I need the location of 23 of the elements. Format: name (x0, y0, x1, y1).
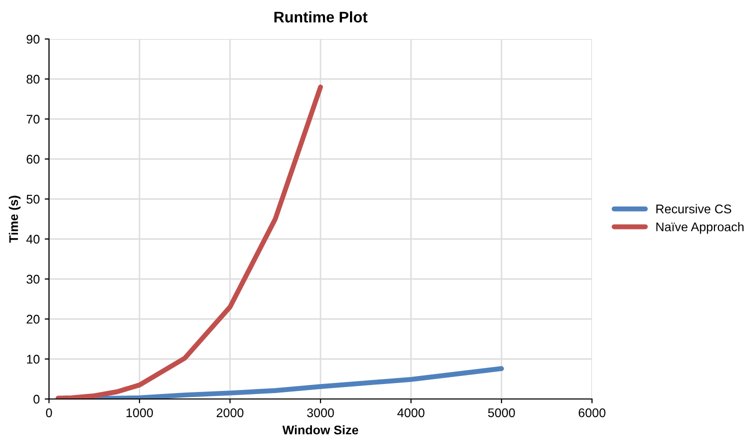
x-tick-label: 3000 (307, 408, 334, 418)
y-tick-label: 40 (26, 234, 40, 244)
y-tick-label: 20 (26, 314, 40, 324)
y-tick-label: 70 (26, 114, 40, 124)
y-tick-label: 90 (26, 34, 40, 44)
x-tick-label: 6000 (578, 408, 606, 418)
x-tick-label: 4000 (397, 408, 424, 418)
legend-label: Naïve Approach (656, 222, 744, 234)
x-tick-label: 0 (46, 408, 52, 418)
x-tick-label: 5000 (488, 408, 515, 418)
y-tick-label: 50 (26, 194, 40, 204)
y-tick-label: 10 (27, 354, 40, 364)
y-tick-label: 30 (26, 274, 40, 284)
chart-title: Runtime Plot (274, 11, 368, 22)
line-series (56, 84, 323, 399)
y-tick-label: 60 (26, 154, 40, 164)
x-axis-title: Window Size (282, 425, 358, 434)
y-axis-title: Time (s) (8, 196, 21, 243)
y-tick-label: 0 (34, 394, 40, 404)
x-tick-label: 1000 (126, 408, 153, 418)
y-tick-label: 80 (26, 74, 40, 84)
legend-label: Recursive CS (656, 204, 732, 214)
x-tick-label: 2000 (216, 408, 244, 418)
